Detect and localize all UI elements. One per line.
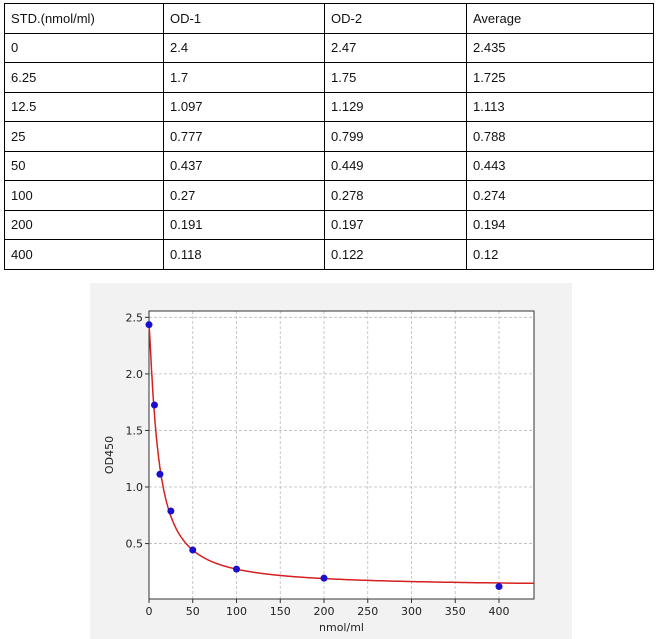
- column-header: STD.(nmol/ml): [4, 3, 164, 34]
- table-cell: 0.788: [466, 121, 654, 152]
- table-cell: 0: [4, 32, 164, 63]
- table-row: 12.5 1.097 1.129 1.113: [4, 91, 654, 122]
- y-tick-label: 1.5: [126, 424, 144, 437]
- table-header-row: STD.(nmol/ml) OD-1 OD-2 Average: [4, 3, 654, 34]
- table-cell: 0.278: [324, 180, 467, 211]
- table-cell: 2.47: [324, 32, 467, 63]
- table-cell: 50: [4, 150, 164, 181]
- data-point: [233, 565, 240, 573]
- table-cell: 1.725: [466, 62, 654, 93]
- table-cell: 25: [4, 121, 164, 152]
- data-point: [150, 401, 158, 409]
- table-cell: 1.097: [163, 91, 325, 122]
- column-header: OD-1: [163, 3, 325, 34]
- column-header: Average: [466, 3, 654, 34]
- table-cell: 0.12: [466, 239, 654, 270]
- table-cell: 1.75: [324, 62, 467, 93]
- x-tick-label: 400: [489, 605, 510, 618]
- y-axis-label: OD450: [103, 436, 116, 474]
- standard-table: STD.(nmol/ml) OD-1 OD-2 Average 0 2.4 2.47 2.43…: [4, 3, 654, 270]
- x-tick-label: 350: [445, 605, 466, 618]
- table-row: 6.25 1.7 1.75 1.725: [4, 62, 654, 93]
- table-cell: 0.449: [324, 150, 467, 181]
- x-tick-label: 250: [357, 605, 378, 618]
- table-cell: 0.27: [163, 180, 325, 211]
- table-cell: 200: [4, 209, 164, 240]
- table-cell: 0.799: [324, 121, 467, 152]
- table-cell: 0.777: [163, 121, 325, 152]
- table-cell: 0.443: [466, 150, 654, 181]
- table-row: 0 2.4 2.47 2.435: [4, 32, 654, 63]
- data-point: [145, 321, 153, 329]
- table-cell: 0.197: [324, 209, 467, 240]
- data-point: [189, 546, 197, 554]
- table-cell: 0.194: [466, 209, 654, 240]
- table-cell: 1.113: [466, 91, 654, 122]
- table-cell: 1.129: [324, 91, 467, 122]
- x-tick-label: 150: [270, 605, 291, 618]
- y-tick-label: 2.5: [126, 311, 144, 324]
- table-row: 50 0.437 0.449 0.443: [4, 150, 654, 181]
- data-point: [167, 507, 175, 515]
- table-row: 200 0.191 0.197 0.194: [4, 209, 654, 240]
- data-point: [320, 574, 328, 582]
- column-header: OD-2: [324, 3, 467, 34]
- table-cell: 400: [4, 239, 164, 270]
- table-row: 400 0.118 0.122 0.12: [4, 239, 654, 270]
- table-cell: 100: [4, 180, 164, 211]
- table-cell: 2.4: [163, 32, 325, 63]
- table-cell: 0.122: [324, 239, 467, 270]
- x-tick-label: 200: [314, 605, 335, 618]
- table-cell: 0.274: [466, 180, 654, 211]
- x-tick-label: 0: [146, 605, 153, 618]
- table-cell: 12.5: [4, 91, 164, 122]
- chart-svg: 0 50 100 150 200 250 300 350 400 0.5 1.0 1.5 2.0 2.5 n…: [103, 310, 535, 634]
- plot-frame: [148, 310, 535, 600]
- table-cell: 0.118: [163, 239, 325, 270]
- standard-curve-chart: 0 50 100 150 200 250 300 350 400 0.5 1.0 1.5 2.0 2.5 n…: [90, 283, 572, 639]
- table-cell: 0.437: [163, 150, 325, 181]
- table-row: 100 0.27 0.278 0.274: [4, 180, 654, 211]
- table-row: 25 0.777 0.799 0.788: [4, 121, 654, 152]
- y-tick-label: 1.0: [126, 481, 144, 494]
- x-tick-label: 50: [186, 605, 200, 618]
- x-axis-label: nmol/ml: [319, 621, 364, 634]
- fit-curve: [148, 322, 534, 585]
- y-tick-label: 0.5: [126, 538, 144, 551]
- plot-area: [149, 311, 534, 599]
- x-tick-label: 300: [401, 605, 422, 618]
- table-cell: 2.435: [466, 32, 654, 63]
- x-tick-label: 100: [226, 605, 247, 618]
- data-point: [156, 470, 164, 478]
- table-cell: 1.7: [163, 62, 325, 93]
- y-tick-label: 2.0: [126, 368, 144, 381]
- data-point: [495, 583, 503, 591]
- table-cell: 0.191: [163, 209, 325, 240]
- table-cell: 6.25: [4, 62, 164, 93]
